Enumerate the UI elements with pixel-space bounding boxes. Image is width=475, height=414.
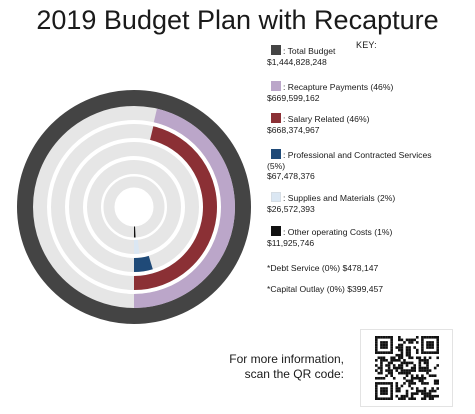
- ring-arc-recapture-payments: [133, 108, 235, 308]
- legend-item-supplies-materials: : Supplies and Materials (2%) $26,572,39…: [267, 192, 471, 214]
- budget-ring-chart: [17, 90, 251, 324]
- legend-value-salary-related: $668,374,967: [267, 124, 320, 135]
- qr-code-panel[interactable]: [360, 329, 453, 407]
- legend-item-professional-services: : Professional and Contracted Services (…: [267, 149, 471, 182]
- qr-code-icon[interactable]: [375, 336, 439, 400]
- legend-label-professional-services-percent: (5%): [267, 160, 286, 171]
- legend-label-total-budget: : Total Budget: [283, 46, 336, 56]
- legend-swatch-supplies-materials: [271, 192, 281, 202]
- ring-arc-professional-services: [133, 255, 153, 272]
- legend-swatch-total-budget: [271, 45, 281, 55]
- legend-item-total-budget: : Total Budget $1,444,828,248: [267, 45, 471, 67]
- legend-label-other-operating: : Other operating Costs (1%): [283, 227, 393, 237]
- ring-arc-salary-related: [133, 126, 217, 290]
- legend-value-other-operating: $11,925,746: [267, 237, 315, 248]
- legend-swatch-other-operating: [271, 226, 281, 236]
- legend-label-salary-related: : Salary Related (46%): [283, 114, 370, 124]
- qr-info-line-2: scan the QR code:: [244, 367, 344, 381]
- note-debt-service: *Debt Service (0%) $478,147: [267, 263, 379, 273]
- legend-label-professional-services: : Professional and Contracted Services: [283, 150, 432, 160]
- legend-value-total-budget: $1,444,828,248: [267, 56, 327, 67]
- legend-label-recapture-payments: : Recapture Payments (46%): [283, 82, 394, 92]
- legend-item-recapture-payments: : Recapture Payments (46%) $669,599,162: [267, 81, 471, 103]
- legend-value-supplies-materials: $26,572,393: [267, 203, 315, 214]
- qr-info-text: For more information, scan the QR code:: [208, 352, 344, 382]
- legend-item-salary-related: : Salary Related (46%) $668,374,967: [267, 113, 471, 135]
- legend-swatch-recapture-payments: [271, 81, 281, 91]
- legend-label-supplies-materials: : Supplies and Materials (2%): [283, 193, 396, 203]
- legend-item-other-operating: : Other operating Costs (1%) $11,925,746: [267, 226, 471, 248]
- ring-center-hole: [121, 194, 147, 220]
- legend-heading: KEY:: [356, 40, 377, 50]
- qr-info-line-1: For more information,: [229, 352, 344, 366]
- ring-arc-total-budget: [17, 90, 251, 324]
- legend-value-professional-services: $67,478,376: [267, 171, 315, 181]
- legend-swatch-salary-related: [271, 113, 281, 123]
- page-title: 2019 Budget Plan with Recapture: [36, 5, 439, 35]
- legend-value-recapture-payments: $669,599,162: [267, 92, 320, 103]
- legend-swatch-professional-services: [271, 149, 281, 159]
- note-capital-outlay: *Capital Outlay (0%) $399,457: [267, 284, 384, 294]
